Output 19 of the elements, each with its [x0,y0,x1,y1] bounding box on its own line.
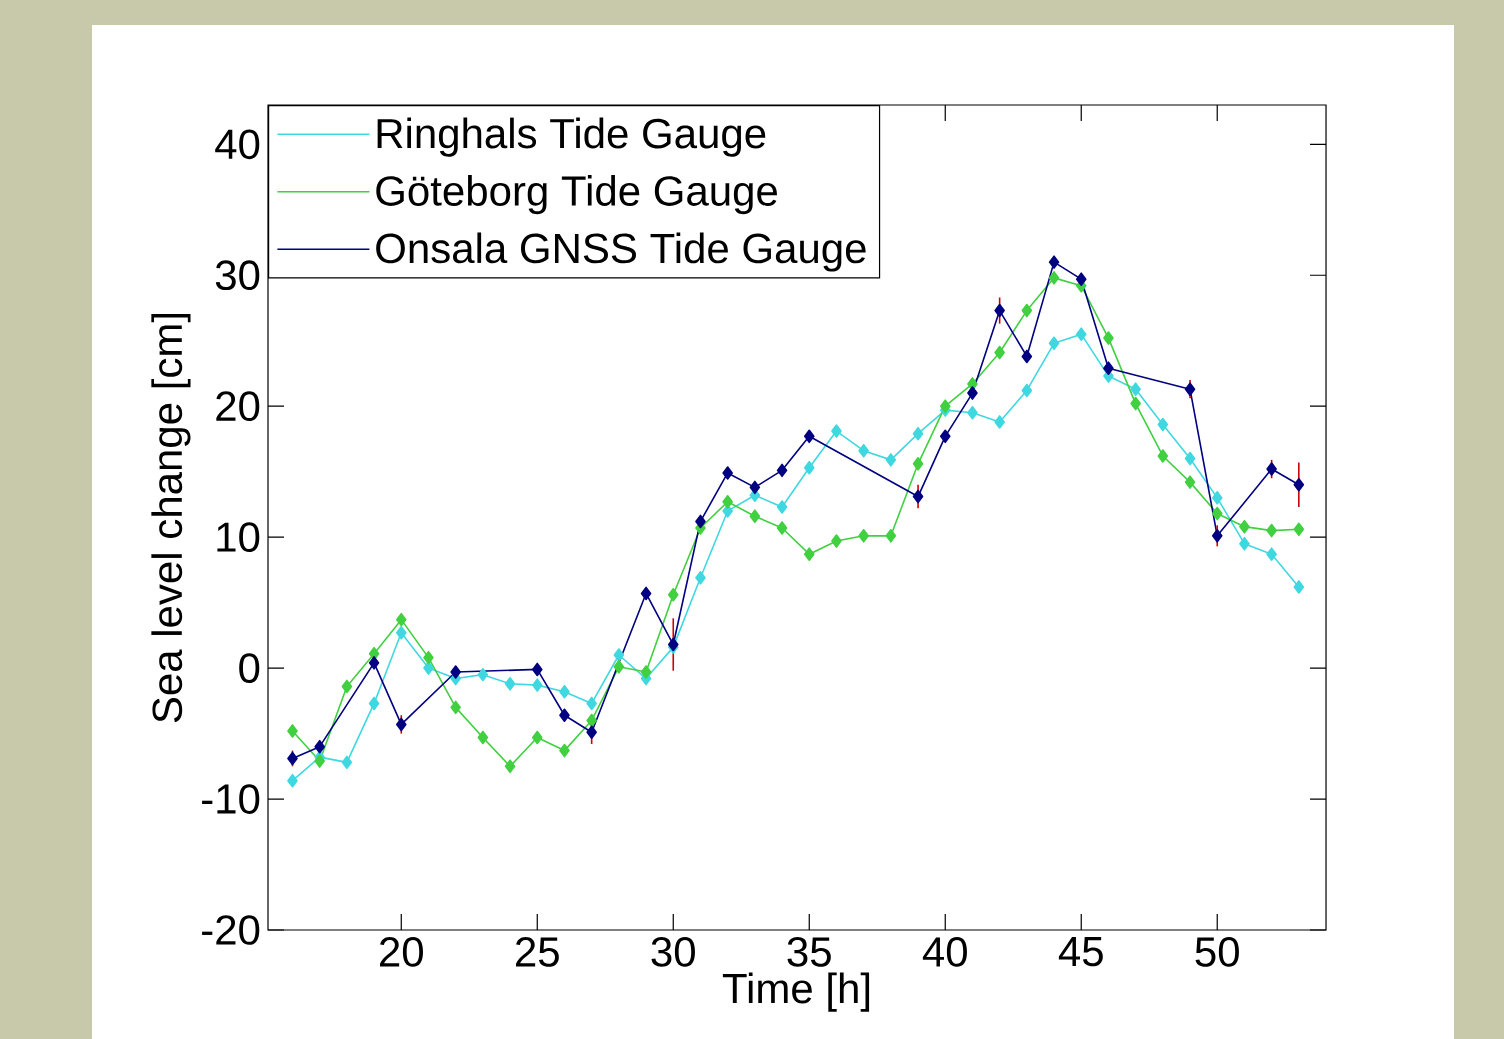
legend-label: Göteborg Tide Gauge [376,175,777,215]
y-axis-title: Sea level change [cm] [151,313,191,723]
x-tick-label: 25 [516,937,559,967]
y-tick-label: -20 [202,915,260,945]
x-axis-title: Time [h] [722,972,870,1012]
x-tick-label: 20 [380,937,423,967]
y-tick-label: 40 [215,129,260,160]
y-tick-label: 10 [217,522,260,553]
legend-label: Onsala GNSS Tide Gauge [376,232,866,272]
legend-label: Ringhals Tide Gauge [377,117,766,157]
x-tick-label: 50 [1195,937,1239,967]
x-tick-label: 40 [922,937,967,967]
y-tick-label: 20 [216,391,260,422]
x-tick-label: 35 [787,937,831,967]
x-tick-label: 30 [651,937,695,967]
y-tick-label: 30 [215,260,260,291]
y-tick-label: 0 [239,653,260,683]
x-tick-label: 45 [1058,937,1103,967]
y-tick-label: -10 [202,784,260,814]
